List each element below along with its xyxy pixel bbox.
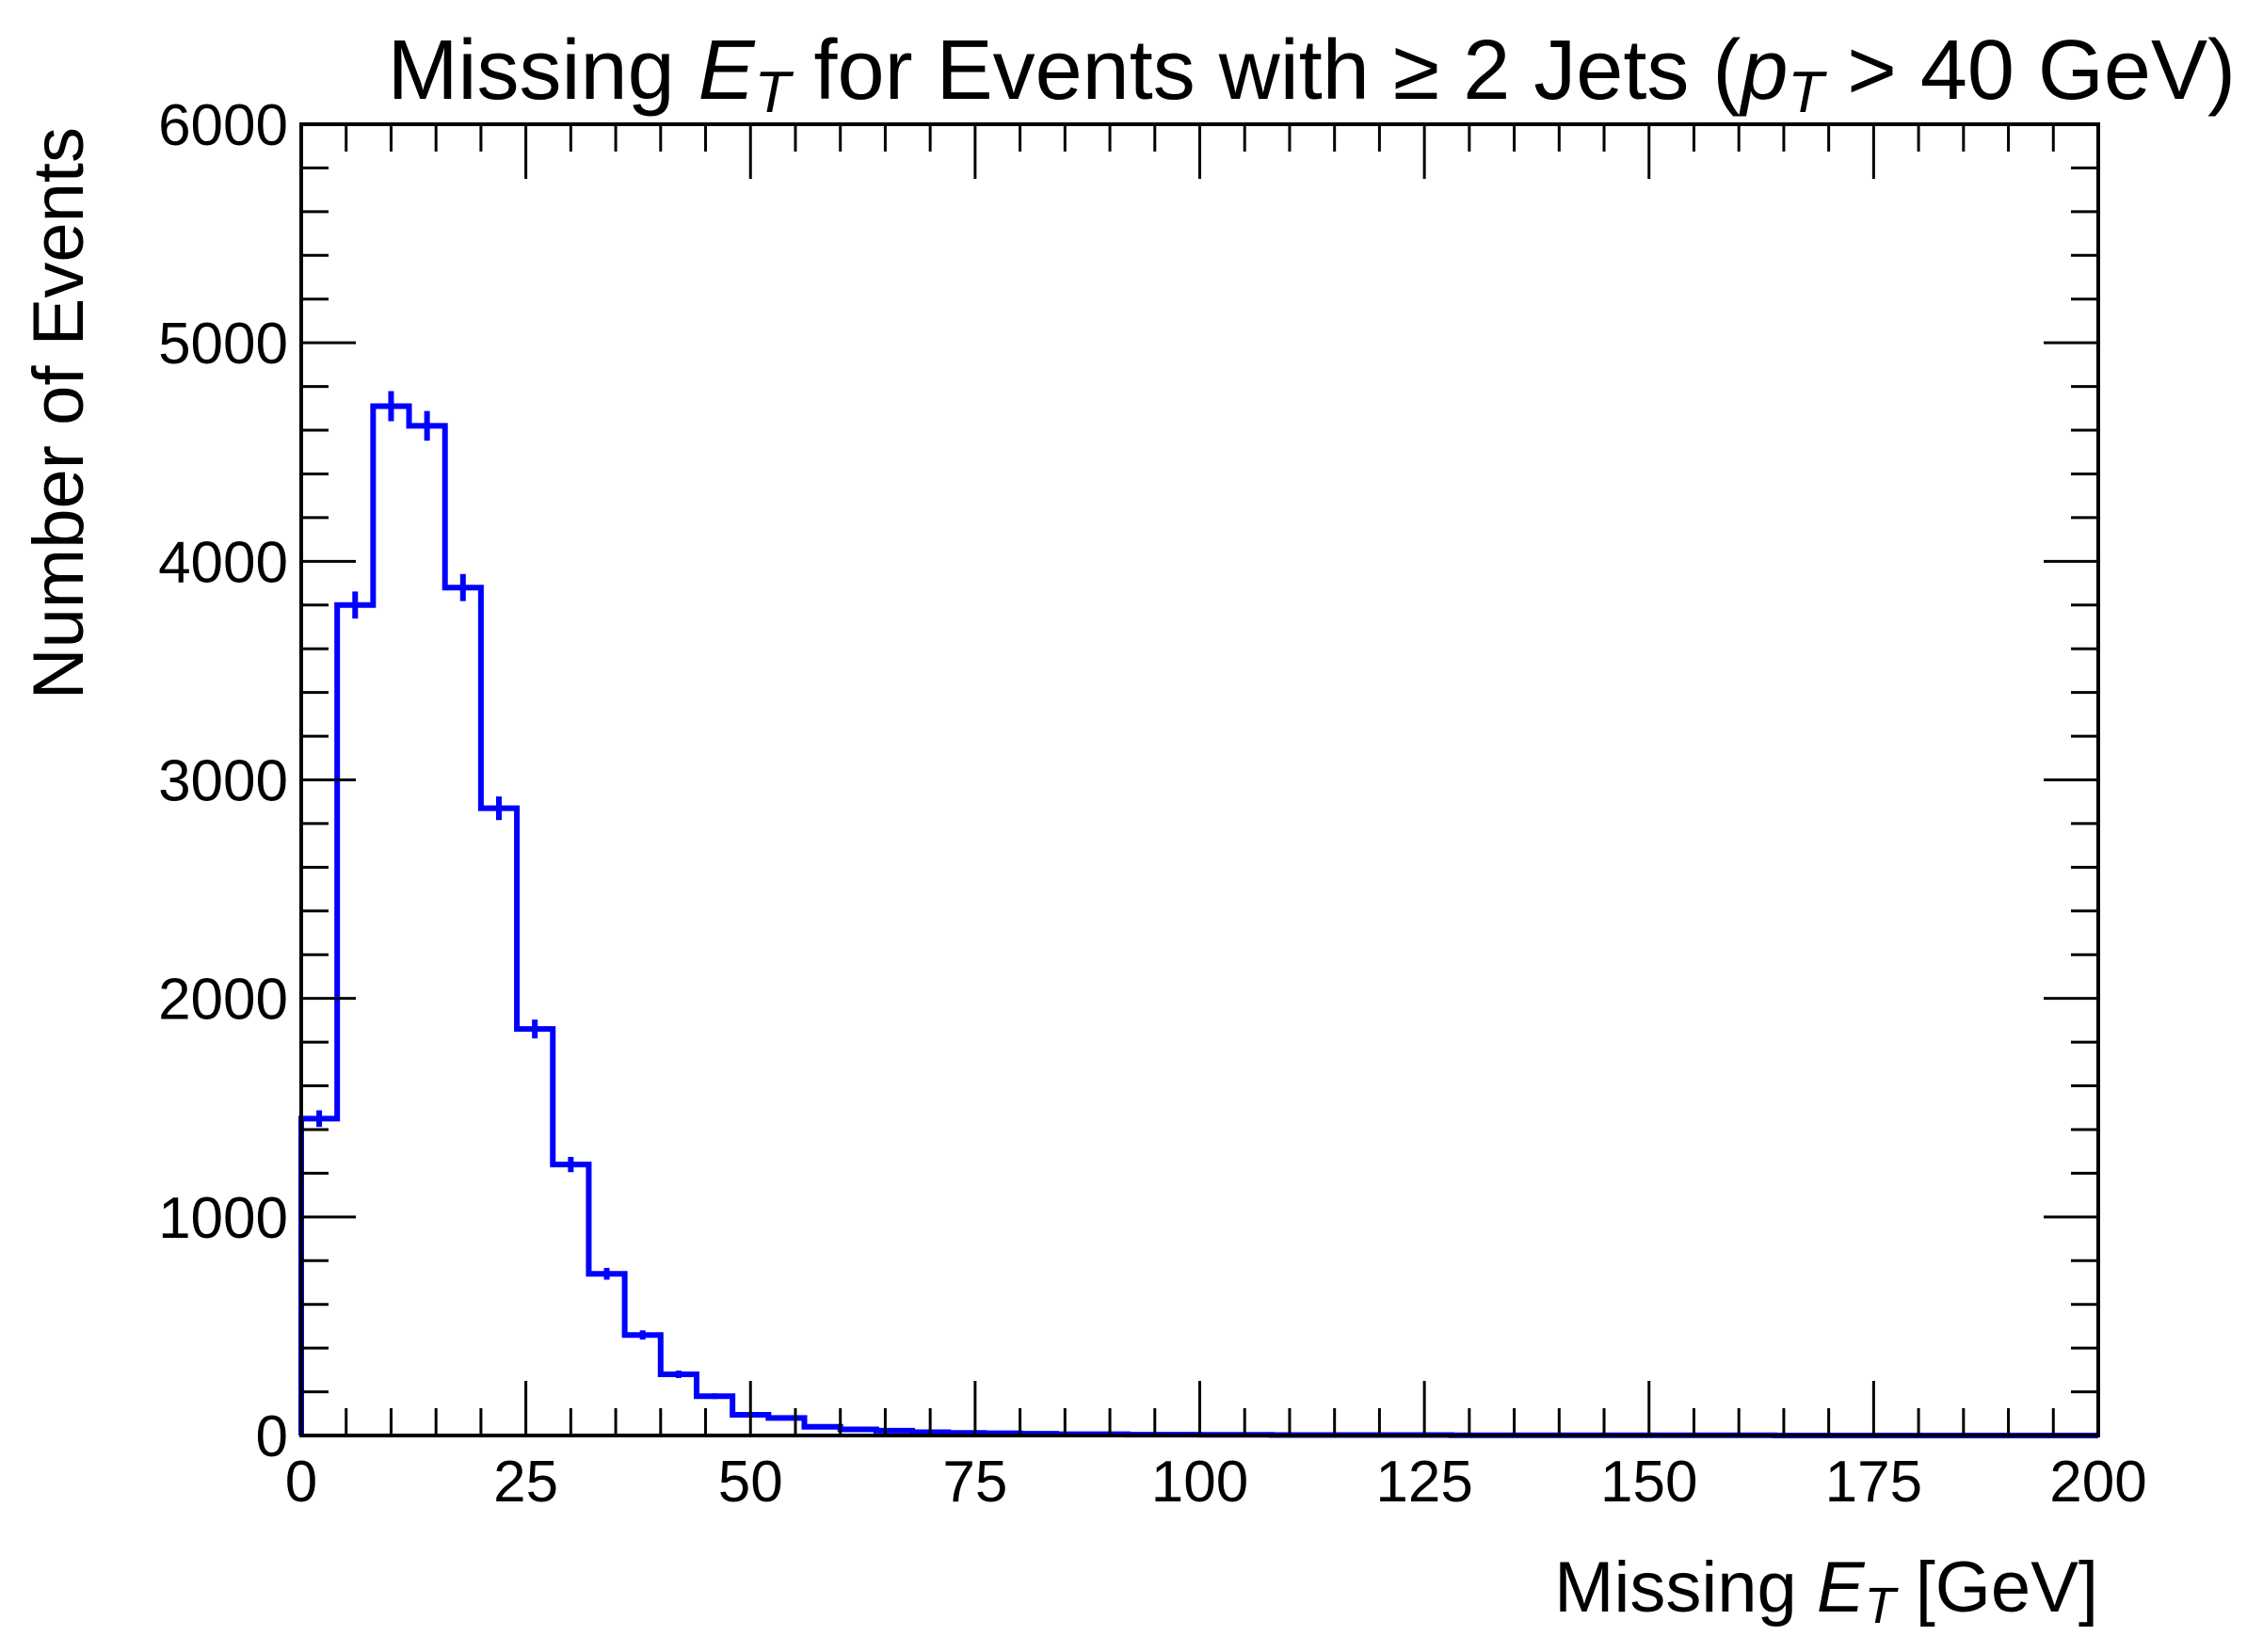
title-middle2: 2 Jets ( <box>1439 24 1741 118</box>
x-tick-label: 50 <box>718 1450 783 1515</box>
x-tick-labels: 0 25 50 75 100 125 150 175 200 <box>285 1450 2147 1515</box>
histogram-step-line <box>298 403 2098 1438</box>
title-e-symbol: E <box>698 24 756 118</box>
y-tick-label: 1000 <box>158 1186 288 1251</box>
chart-title: Missing ET for Events with ≥ 2 Jets (pT … <box>388 24 2236 125</box>
title-suffix: > 40 GeV) <box>1823 24 2236 118</box>
axis-ticks-group <box>299 122 2100 1437</box>
y-tick-label: 5000 <box>158 312 288 377</box>
x-tick-label: 175 <box>1825 1450 1922 1515</box>
xlabel-t-subscript: T <box>1865 1578 1900 1634</box>
y-axis-label: Number of Events <box>19 127 99 699</box>
y-tick-label: 0 <box>256 1404 288 1469</box>
y-tick-labels: 0 1000 2000 3000 4000 5000 6000 <box>158 93 288 1469</box>
x-tick-label: 25 <box>493 1450 558 1515</box>
x-tick-label: 0 <box>285 1450 317 1515</box>
title-t2-subscript: T <box>1788 60 1827 125</box>
x-tick-label: 125 <box>1375 1450 1472 1515</box>
title-t-subscript: T <box>755 60 794 125</box>
title-prefix: Missing <box>388 24 698 118</box>
histogram-line-group <box>298 403 2098 1438</box>
error-bars-group <box>316 391 1760 1435</box>
plot-frame <box>299 122 2100 1437</box>
title-middle: for Events with <box>791 24 1393 118</box>
xlabel-suffix: [GeV] <box>1896 1548 2098 1628</box>
x-tick-label: 75 <box>942 1450 1007 1515</box>
x-tick-label: 200 <box>2049 1450 2146 1515</box>
title-p-symbol: p <box>1738 24 1788 118</box>
xlabel-prefix: Missing <box>1554 1548 1817 1628</box>
title-geq-symbol: ≥ <box>1393 24 1439 118</box>
x-tick-label: 100 <box>1151 1450 1248 1515</box>
xlabel-e-symbol: E <box>1817 1548 1866 1628</box>
y-tick-label: 6000 <box>158 93 288 158</box>
x-axis-label: Missing ET [GeV] <box>1554 1548 2098 1634</box>
y-tick-label: 4000 <box>158 530 288 595</box>
x-tick-label: 150 <box>1600 1450 1697 1515</box>
y-tick-label: 3000 <box>158 749 288 814</box>
y-tick-label: 2000 <box>158 968 288 1033</box>
